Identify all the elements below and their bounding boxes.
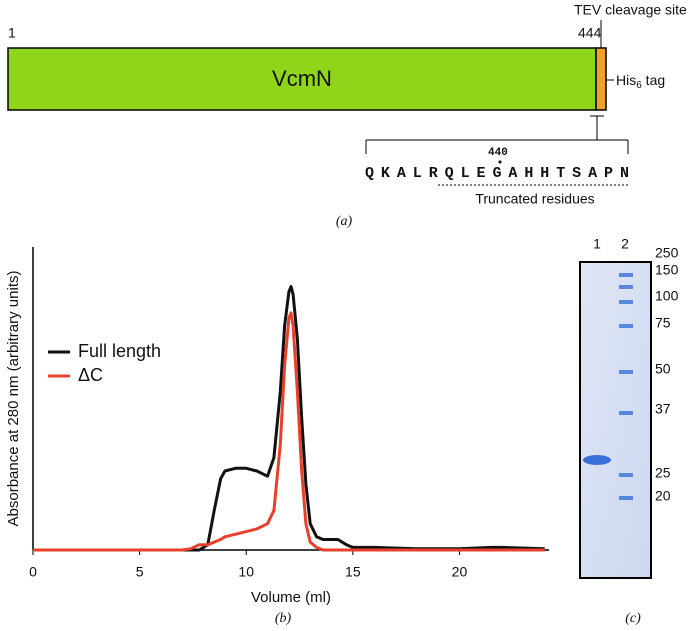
ladder-band	[619, 473, 633, 477]
y-axis-label: Absorbance at 280 nm (arbitrary units)	[5, 271, 22, 527]
marker-label: 100	[655, 288, 679, 304]
tag-suffix: tag	[642, 72, 665, 88]
series-line	[33, 285, 545, 552]
ladder-band	[619, 496, 633, 500]
legend-label: Full length	[78, 341, 161, 361]
marker-label: 20	[655, 488, 671, 504]
gel-box	[579, 261, 652, 579]
ladder-band	[619, 285, 633, 289]
sequence: QKALRQLEGAHHTSAPN	[365, 165, 629, 182]
x-tick-label: 10	[238, 564, 254, 580]
lane-label: 2	[621, 236, 629, 252]
ladder-band	[619, 324, 633, 328]
end-label: 444	[578, 25, 602, 41]
gel-band	[583, 455, 611, 465]
start-label: 1	[8, 25, 16, 41]
marker-label: 37	[655, 401, 671, 417]
caption-b: (b)	[275, 611, 292, 626]
x-tick-label: 5	[136, 564, 144, 580]
marker-label: 250	[655, 245, 679, 261]
lane-label: 1	[593, 236, 601, 252]
site-label: TEV cleavage site	[574, 2, 687, 18]
chromatogram: 0 5 10 15 20 Volume (ml) Absorbance at 280 nm …	[5, 247, 549, 606]
marker-label: 50	[655, 361, 671, 377]
truncated-label: Truncated residues	[475, 191, 594, 207]
x-tick-label: 20	[452, 564, 468, 580]
tag-box	[595, 47, 607, 111]
bracket	[365, 115, 629, 154]
x-axis-label: Volume (ml)	[251, 589, 331, 606]
tag-text: His	[616, 72, 636, 88]
x-tick-label: 15	[345, 564, 361, 580]
residue-dot	[498, 160, 502, 164]
marker-label: 75	[655, 315, 671, 331]
series-line	[33, 311, 545, 552]
tag-sub: 6	[636, 80, 642, 91]
x-tick-label: 0	[29, 564, 37, 580]
legend-label: ΔC	[78, 365, 103, 385]
ladder-band	[619, 370, 633, 374]
caption-a: (a)	[336, 214, 353, 229]
marker-label: 25	[655, 465, 671, 481]
marker-label: 150	[655, 262, 679, 278]
caption-c: (c)	[625, 611, 641, 626]
ladder-band	[619, 411, 633, 415]
protein-label: VcmN	[272, 66, 332, 91]
residue-label: 440	[488, 147, 508, 159]
ladder-band	[619, 273, 633, 277]
ladder-band	[619, 300, 633, 304]
tag-label: His6 tag	[616, 72, 665, 91]
